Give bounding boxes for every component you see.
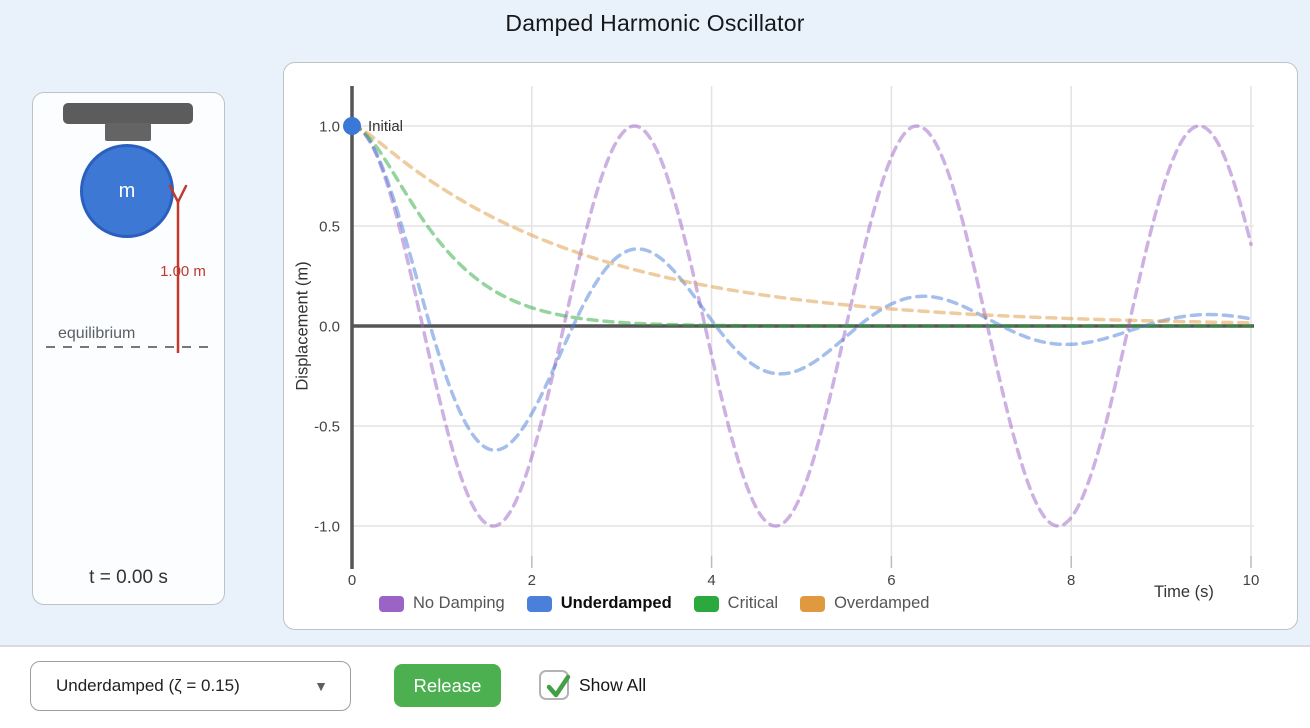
ruler-length-label: 1.00 m [160, 263, 206, 280]
x-tick-label: 4 [707, 572, 715, 589]
section-divider [0, 645, 1310, 647]
mass-label: m [118, 179, 136, 202]
legend-item-overdamped: Overdamped [800, 594, 929, 613]
curve-underdamped [350, 124, 1253, 452]
legend-item-critical: Critical [693, 594, 778, 613]
support-clamp [105, 123, 151, 141]
time-readout: t = 0.00 s [89, 567, 168, 588]
legend-swatch-overdamped [800, 595, 826, 612]
curve-critical [350, 124, 1253, 328]
page-title: Damped Harmonic Oscillator [505, 10, 805, 36]
y-tick-label: -0.5 [314, 419, 340, 436]
y-tick-label: 0.5 [319, 219, 340, 236]
damping-select[interactable]: Underdamped (ζ = 0.15) ▼ [30, 661, 351, 711]
x-axis-label: Time (s) [1154, 583, 1214, 601]
chart-legend: No Damping Underdamped Critical Overdamp… [379, 594, 929, 613]
check-icon [546, 674, 571, 698]
show-all-label: Show All [579, 675, 647, 695]
release-button[interactable]: Release [394, 664, 501, 707]
legend-swatch-no-damping [379, 595, 404, 612]
ceiling-support [63, 103, 193, 124]
curve-no-damping [350, 124, 1253, 528]
y-tick-label: 1.0 [319, 119, 340, 136]
damping-select-value: Underdamped (ζ = 0.15) [56, 676, 240, 695]
curve-overdamped [350, 124, 1253, 325]
initial-point-marker [343, 117, 361, 135]
ruler-arrow-right [176, 184, 188, 204]
show-all-checkbox[interactable] [539, 670, 571, 700]
x-tick-label: 0 [348, 572, 356, 589]
chevron-down-icon: ▼ [314, 678, 328, 694]
legend-item-underdamped: Underdamped [526, 594, 672, 613]
x-tick-label: 2 [528, 572, 536, 589]
legend-swatch-underdamped [526, 595, 552, 612]
initial-point-label: Initial [368, 118, 403, 135]
oscillation-chart: 0 2 4 6 8 10 1.0 0.5 0.0 -0.5 -1.0 Time (s) Initial [314, 86, 1260, 601]
x-tick-label: 10 [1243, 572, 1260, 589]
y-tick-label: -1.0 [314, 519, 340, 536]
apparatus-panel: m 1.00 m equilibrium t = 0.00 s [32, 92, 225, 605]
legend-swatch-critical [693, 595, 719, 612]
x-tick-label: 6 [887, 572, 895, 589]
y-tick-label: 0.0 [319, 319, 340, 336]
legend-item-no-damping: No Damping [379, 594, 505, 613]
x-tick-label: 8 [1067, 572, 1075, 589]
chart-panel: Displacement (m) 0 2 4 6 8 10 1.0 0.5 0.0 -0.5 -1.… [283, 62, 1298, 630]
equilibrium-label: equilibrium [58, 325, 136, 342]
mass-circle: m [80, 144, 174, 238]
